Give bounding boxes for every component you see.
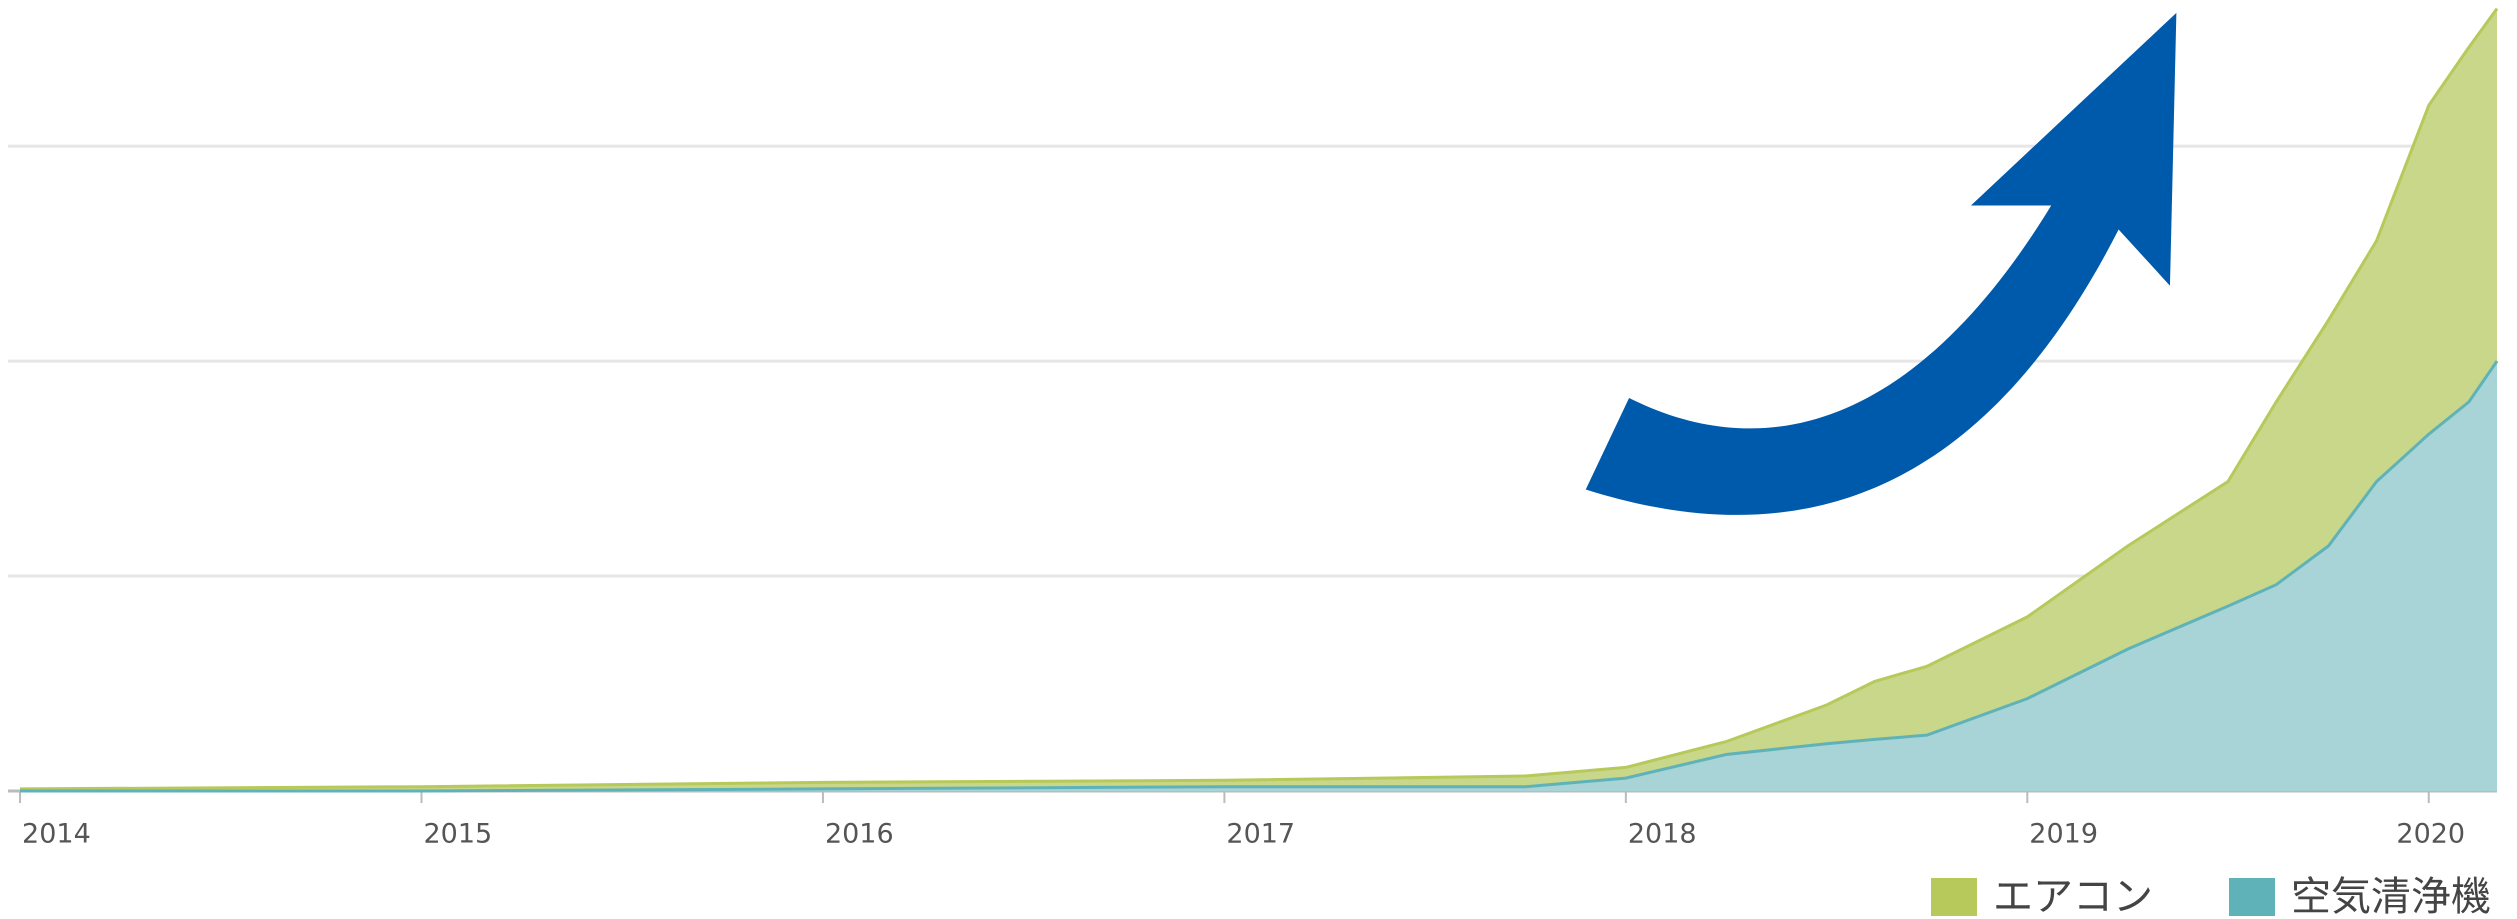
legend-label: エアコン bbox=[1993, 874, 2153, 919]
x-tick-label: 2019 bbox=[2029, 819, 2098, 850]
trend-arrow bbox=[1585, 12, 2177, 515]
legend-swatch bbox=[1931, 878, 1977, 916]
x-tick-label: 2017 bbox=[1226, 819, 1295, 850]
x-tick-label: 2015 bbox=[423, 819, 492, 850]
area-line bbox=[20, 360, 2499, 793]
legend-swatch bbox=[2229, 878, 2275, 916]
area bbox=[20, 361, 2497, 791]
areas bbox=[19, 7, 2499, 793]
area-line bbox=[19, 7, 2499, 791]
x-tick-label: 2014 bbox=[22, 819, 91, 850]
arrow-shape bbox=[1585, 12, 2177, 515]
legend-label: 空気清浄機 bbox=[2291, 874, 2491, 919]
x-tick-label: 2016 bbox=[825, 819, 894, 850]
x-tick-label: 2020 bbox=[2396, 819, 2465, 850]
x-tick-label: 2018 bbox=[1628, 819, 1697, 850]
